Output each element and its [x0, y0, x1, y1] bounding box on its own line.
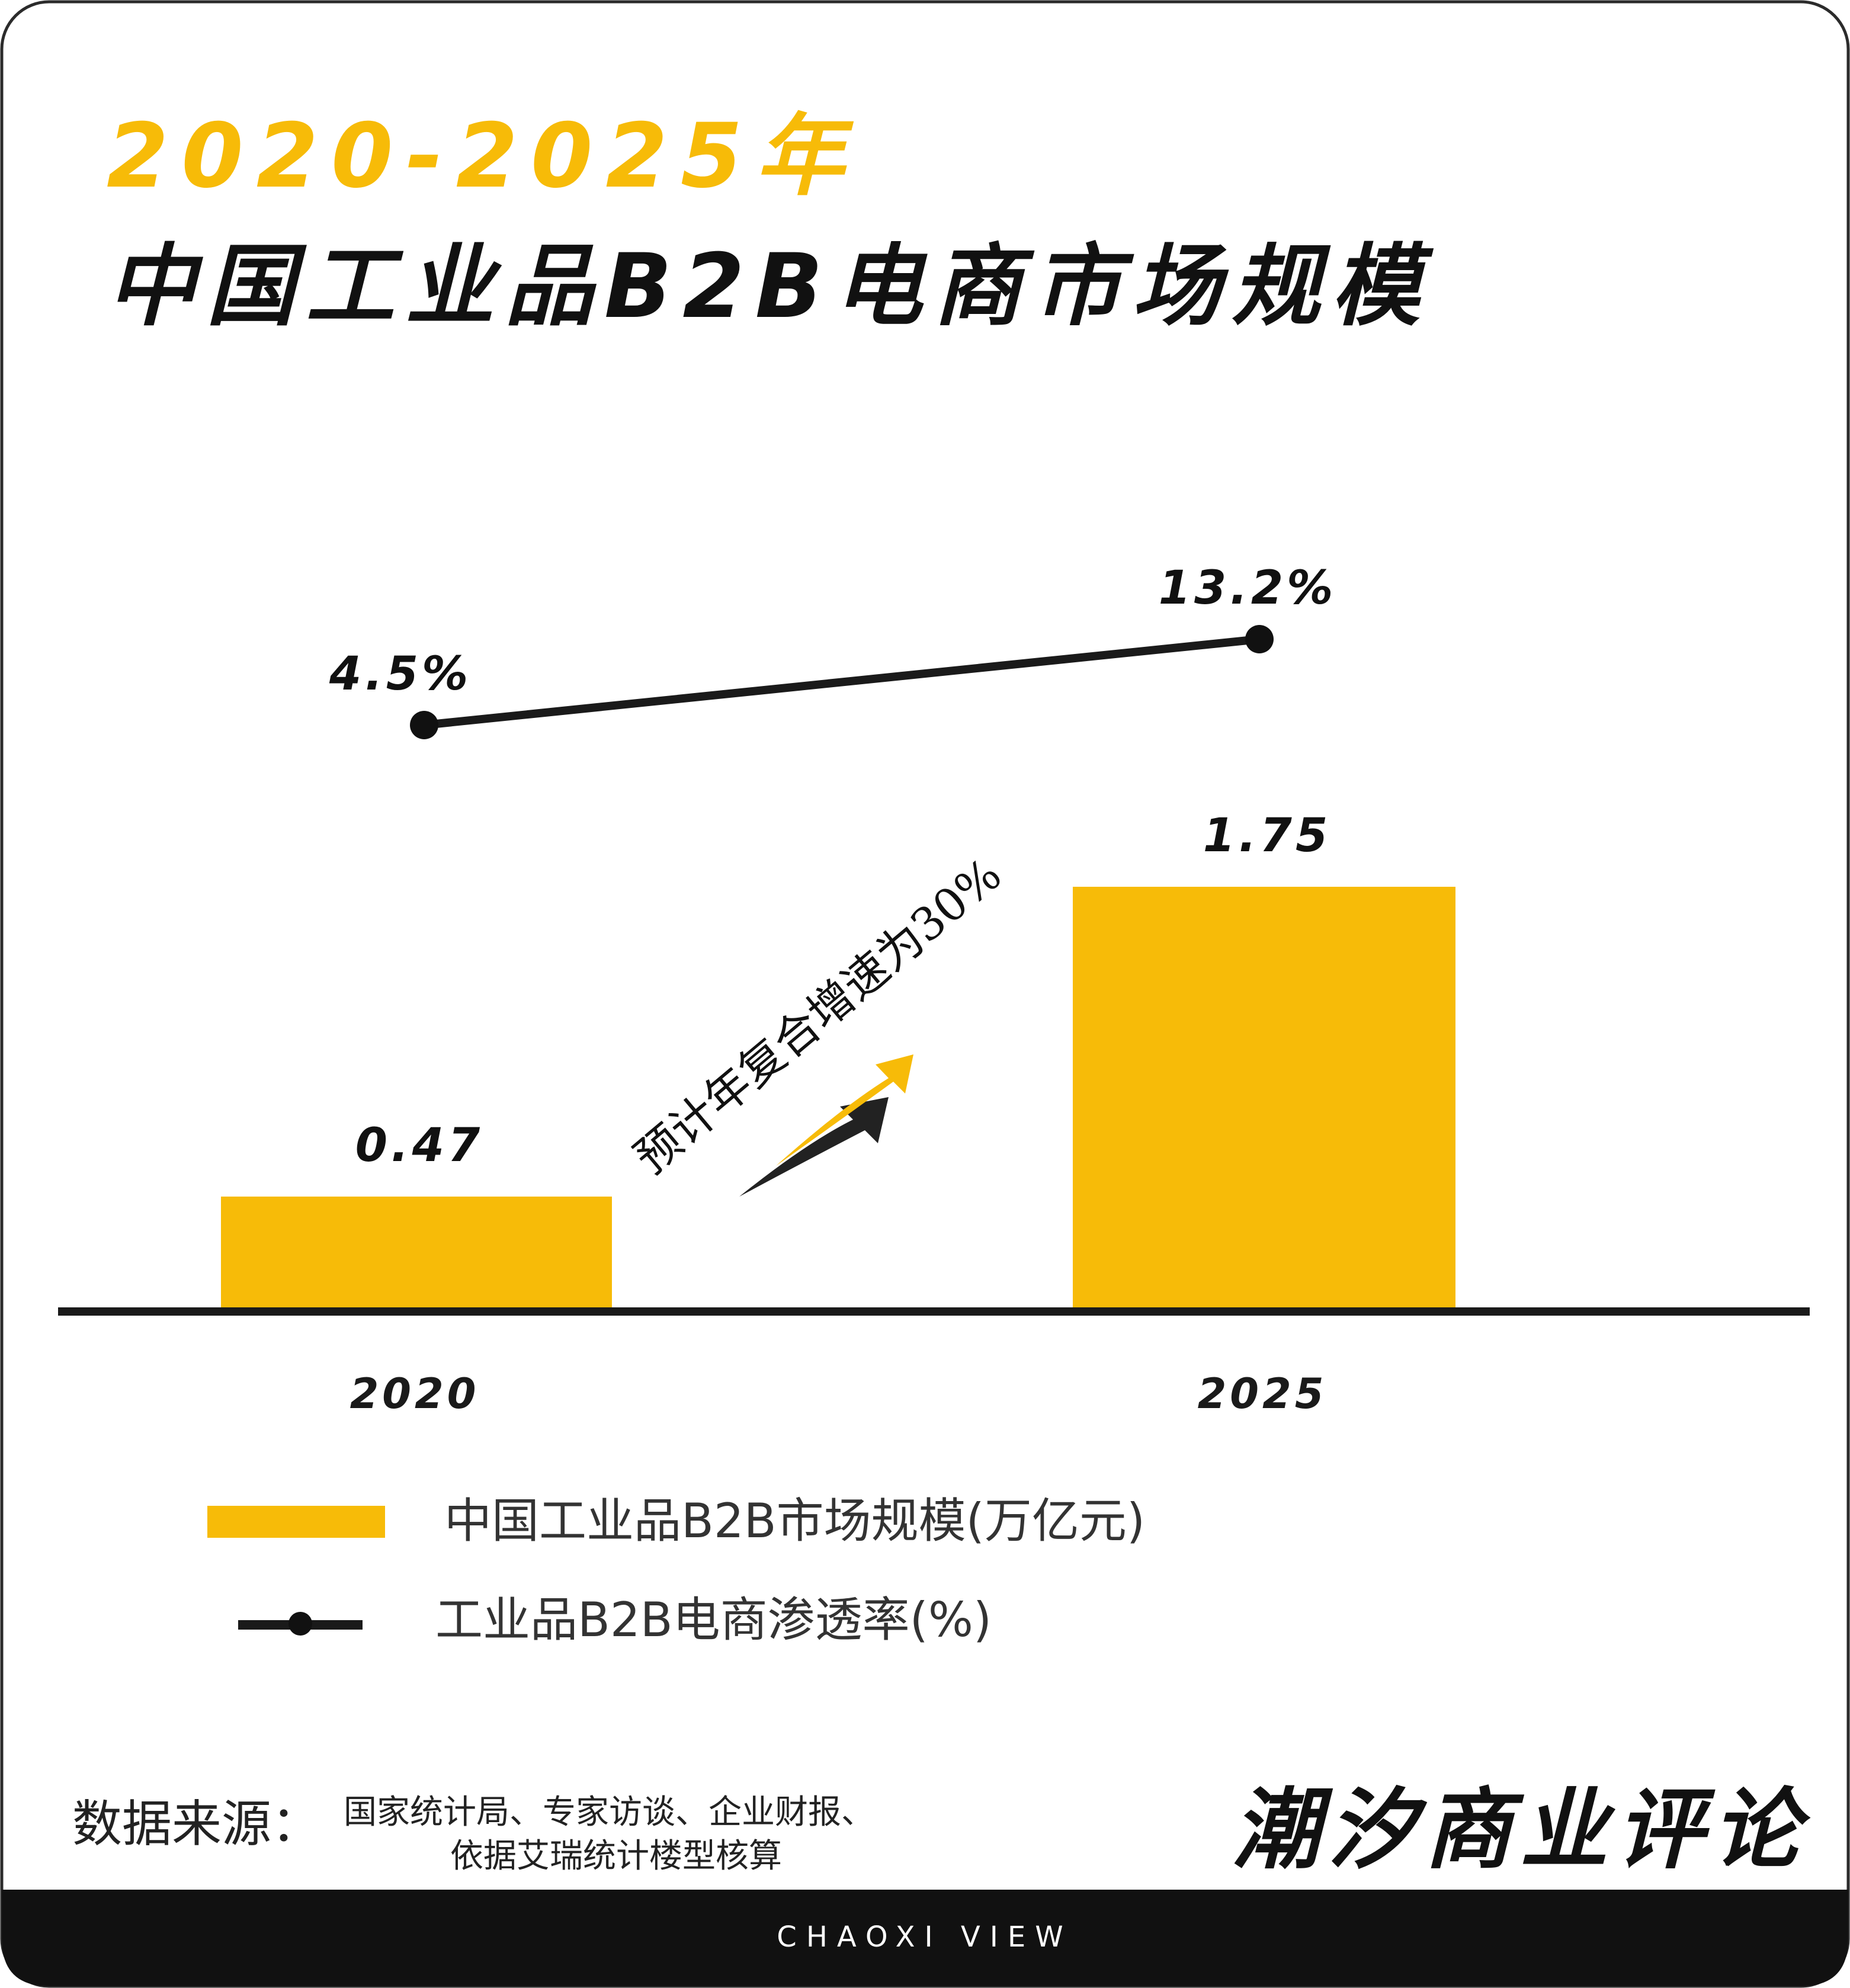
bar-value-label-2020: 0.47 [355, 1119, 483, 1172]
brand-logo: 潮汐商业评论 [1232, 1779, 1811, 1881]
bar-2020 [221, 1196, 612, 1310]
penetration-line [424, 635, 1260, 729]
legend-label-bar: 中国工业品B2B市场规模(万亿元) [444, 1493, 1145, 1548]
legend-label-line: 工业品B2B电商渗透率(%) [435, 1592, 992, 1647]
line-point-2020 [410, 711, 438, 739]
source-line-1: 国家统计局、专家访谈、企业财报、 [344, 1793, 874, 1832]
line-value-label-2020: 4.5% [329, 647, 472, 701]
source-line-2: 依据艾瑞统计楼型核算 [450, 1837, 782, 1875]
line-point-2025 [1245, 625, 1274, 653]
bar-2025 [1073, 887, 1455, 1310]
bar-value-label-2025: 1.75 [1203, 809, 1331, 862]
footer-brand-text: CHAOXI VIEW [777, 1920, 1072, 1954]
source-label: 数据来源： [72, 1795, 321, 1853]
footer-band [2, 1890, 1848, 1986]
title-year: 2020-2025年 [107, 105, 857, 208]
page-title: 中国工业品B2B电商市场规模 [107, 235, 1434, 338]
line-value-label-2025: 13.2% [1159, 562, 1337, 615]
x-tick-label-2020: 2020 [350, 1370, 480, 1418]
legend-swatch-bar [207, 1506, 385, 1538]
plot-area: 0.47 2020 1.75 2025 4.5% 13.2% [221, 562, 1455, 1418]
legend: 中国工业品B2B市场规模(万亿元) 工业品B2B电商渗透率(%) [207, 1493, 1145, 1647]
x-tick-label-2025: 2025 [1198, 1370, 1328, 1418]
growth-arrow-icon [739, 1054, 913, 1197]
legend-swatch-marker [288, 1612, 312, 1636]
